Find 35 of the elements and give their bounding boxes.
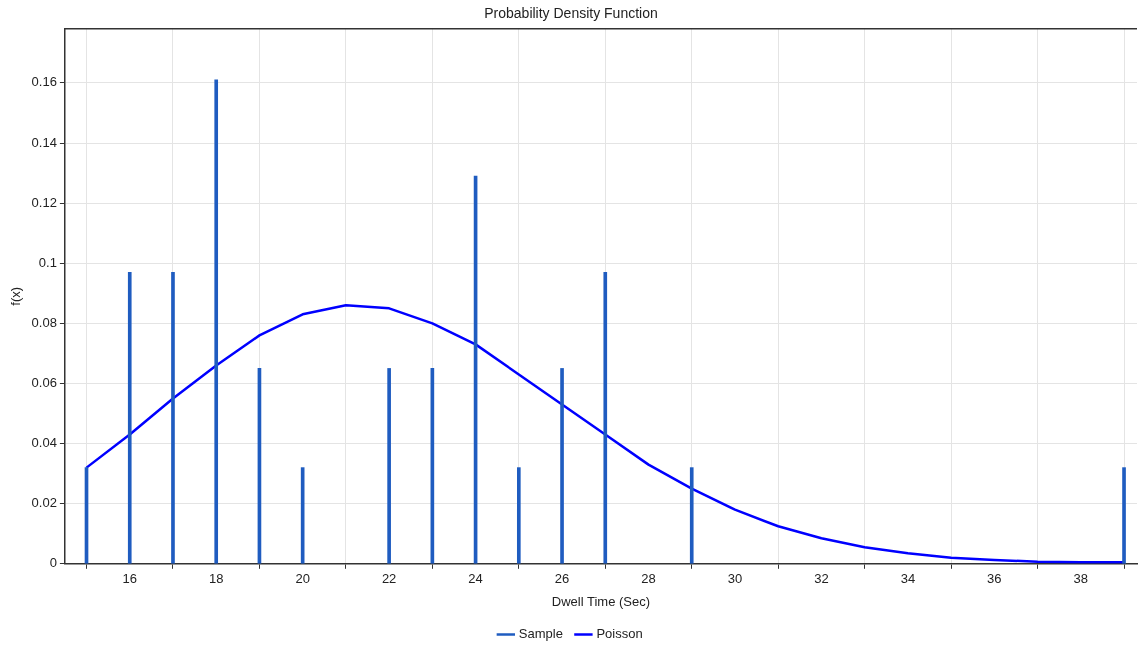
x-tick-label: 18 (208, 571, 224, 587)
y-tick-label: 0.16 (31, 74, 57, 90)
x-tick-label: 20 (295, 571, 310, 587)
bar (127, 271, 132, 564)
y-tick-label: 0.06 (31, 375, 57, 391)
bar (689, 467, 694, 564)
x-tick-label: 34 (900, 571, 916, 587)
x-tick-label: 26 (554, 571, 570, 587)
bar (603, 271, 608, 564)
legend-label: Sample (518, 626, 563, 642)
y-axis-title: f(x) (8, 286, 24, 306)
x-tick-label: 16 (122, 571, 137, 587)
bar (214, 79, 219, 564)
y-tick-label: 0.08 (31, 314, 57, 330)
x-tick-label: 24 (468, 571, 483, 587)
y-tick-label: 0.14 (31, 134, 57, 150)
x-tick-label: 22 (381, 571, 397, 587)
bar (387, 368, 391, 564)
y-tick-label: 0.1 (38, 254, 57, 270)
y-tick-label: 0.02 (31, 495, 57, 511)
bar (560, 368, 564, 564)
y-tick-label: 0.12 (31, 194, 57, 210)
bar (516, 467, 521, 564)
x-tick-label: 30 (727, 571, 743, 587)
y-tick-label: 0.04 (31, 435, 57, 451)
legend-label: Poisson (596, 626, 643, 642)
x-tick-label: 36 (987, 571, 1002, 587)
bar (171, 271, 175, 564)
bar (1122, 467, 1126, 564)
x-axis-title: Dwell Time (Sec) (551, 593, 651, 609)
y-tick-label: 0 (49, 555, 57, 571)
x-tick-label: 38 (1073, 571, 1089, 587)
chart-title: Probability Density Function (484, 5, 658, 22)
x-tick-label: 32 (814, 571, 829, 587)
x-tick-label: 28 (641, 571, 656, 587)
